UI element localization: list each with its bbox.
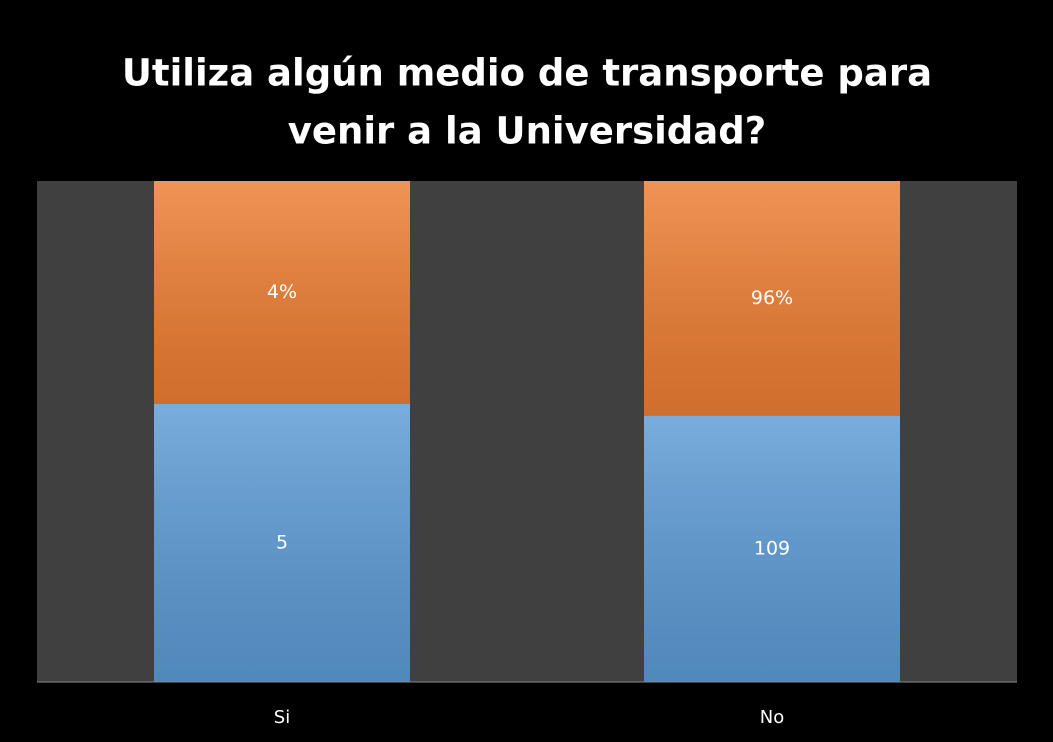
bar-shade: [154, 403, 410, 682]
chart-title: Utiliza algún medio de transporte para: [122, 52, 932, 95]
x-tick-label: No: [760, 707, 784, 728]
value-label: 109: [754, 537, 790, 559]
value-label: 4%: [267, 281, 297, 303]
value-label: 5: [276, 531, 288, 553]
x-tick-label: Si: [274, 707, 290, 728]
bar-shade: [154, 181, 410, 404]
bar-shade: [644, 181, 900, 416]
value-label: 96%: [751, 287, 793, 309]
bar-shade: [644, 415, 900, 682]
chart-title: venir a la Universidad?: [288, 110, 766, 153]
